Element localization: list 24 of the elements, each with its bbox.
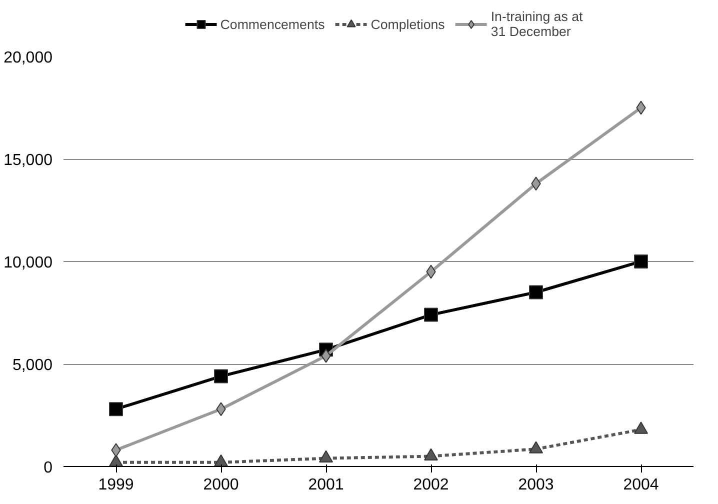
x-tick-label: 2002 <box>413 476 449 494</box>
point <box>214 369 228 384</box>
point <box>529 285 543 300</box>
point <box>214 454 228 466</box>
point <box>634 254 648 268</box>
y-tick-label: 10,000 <box>4 254 53 272</box>
x-tick-label: 1999 <box>98 476 134 494</box>
x-tick-label: 2004 <box>623 476 659 494</box>
y-tick-label: 0 <box>44 460 53 476</box>
point <box>319 450 333 463</box>
legend-label: In-training as at 31 December <box>490 8 583 41</box>
x-tick-label: 2003 <box>518 476 554 494</box>
legend-label: Completions <box>370 16 445 34</box>
point <box>529 441 543 454</box>
point <box>424 448 438 461</box>
x-tick-label: 2001 <box>308 476 344 494</box>
y-tick-label: 5,000 <box>12 357 53 374</box>
point <box>424 308 438 322</box>
y-tick-label: 20,000 <box>4 50 53 66</box>
x-tick-label: 2000 <box>203 476 239 494</box>
y-tick-label: 15,000 <box>4 152 53 169</box>
point <box>634 422 648 434</box>
point <box>109 402 123 416</box>
legend-label: Commencements <box>220 16 325 34</box>
